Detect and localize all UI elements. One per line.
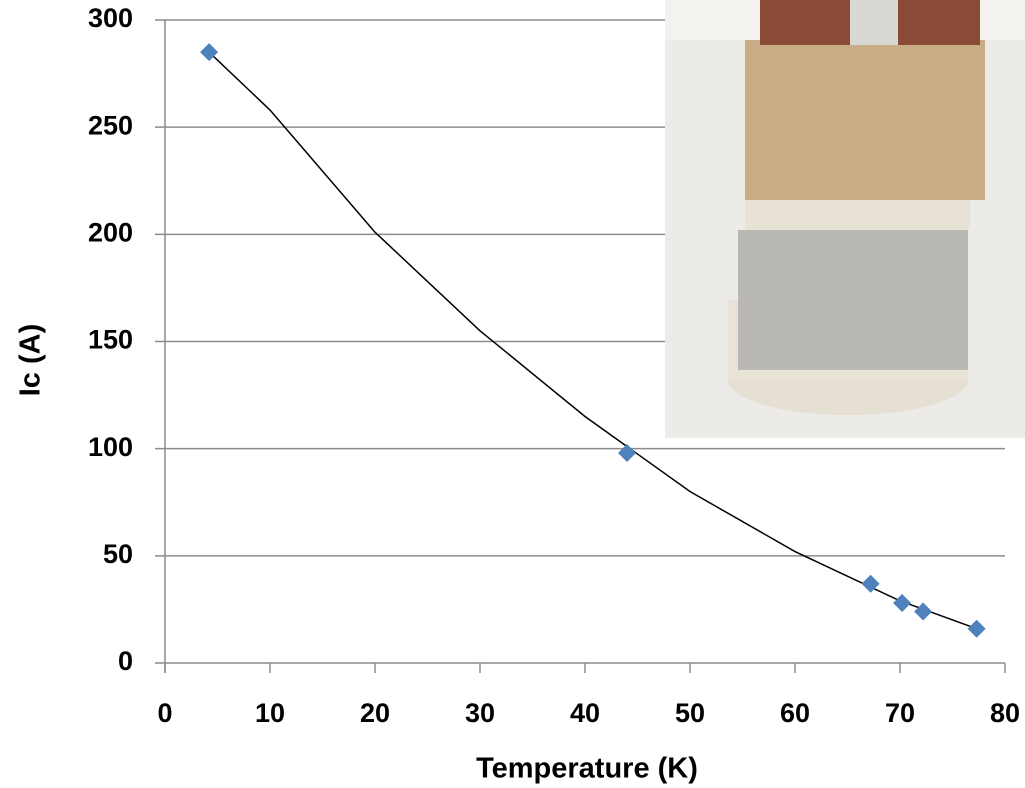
x-tick-label: 0 xyxy=(157,698,172,728)
y-axis-title: Ic (A) xyxy=(15,324,47,397)
plot xyxy=(200,43,986,638)
y-tick-label: 100 xyxy=(88,432,133,462)
photo-metal-can xyxy=(738,230,968,370)
y-tick-label: 150 xyxy=(88,325,133,355)
data-point xyxy=(618,443,636,462)
x-tick-label: 70 xyxy=(885,698,915,728)
x-tick-label: 30 xyxy=(465,698,495,728)
data-point xyxy=(200,43,219,62)
data-point xyxy=(967,619,986,638)
x-axis-title: Temperature (K) xyxy=(476,753,698,785)
y-tick-label: 0 xyxy=(118,646,133,676)
data-point xyxy=(914,602,933,621)
x-tick-label: 40 xyxy=(570,698,600,728)
x-tick-label: 60 xyxy=(780,698,810,728)
inset-photo xyxy=(665,0,1025,438)
photo-coil xyxy=(745,40,985,200)
photo-spacer xyxy=(745,195,970,230)
y-tick-label: 250 xyxy=(88,110,133,140)
y-tick-label: 50 xyxy=(103,539,133,569)
x-tick-label: 10 xyxy=(255,698,285,728)
x-tick-label: 20 xyxy=(360,698,390,728)
y-tick-label: 200 xyxy=(88,217,133,247)
grid xyxy=(155,19,1006,673)
x-tick-label: 80 xyxy=(990,698,1020,728)
y-tick-label: 300 xyxy=(88,3,133,33)
x-tick-label: 50 xyxy=(675,698,705,728)
data-point xyxy=(893,593,912,612)
photo-strap xyxy=(850,0,898,45)
data-point xyxy=(861,574,880,593)
